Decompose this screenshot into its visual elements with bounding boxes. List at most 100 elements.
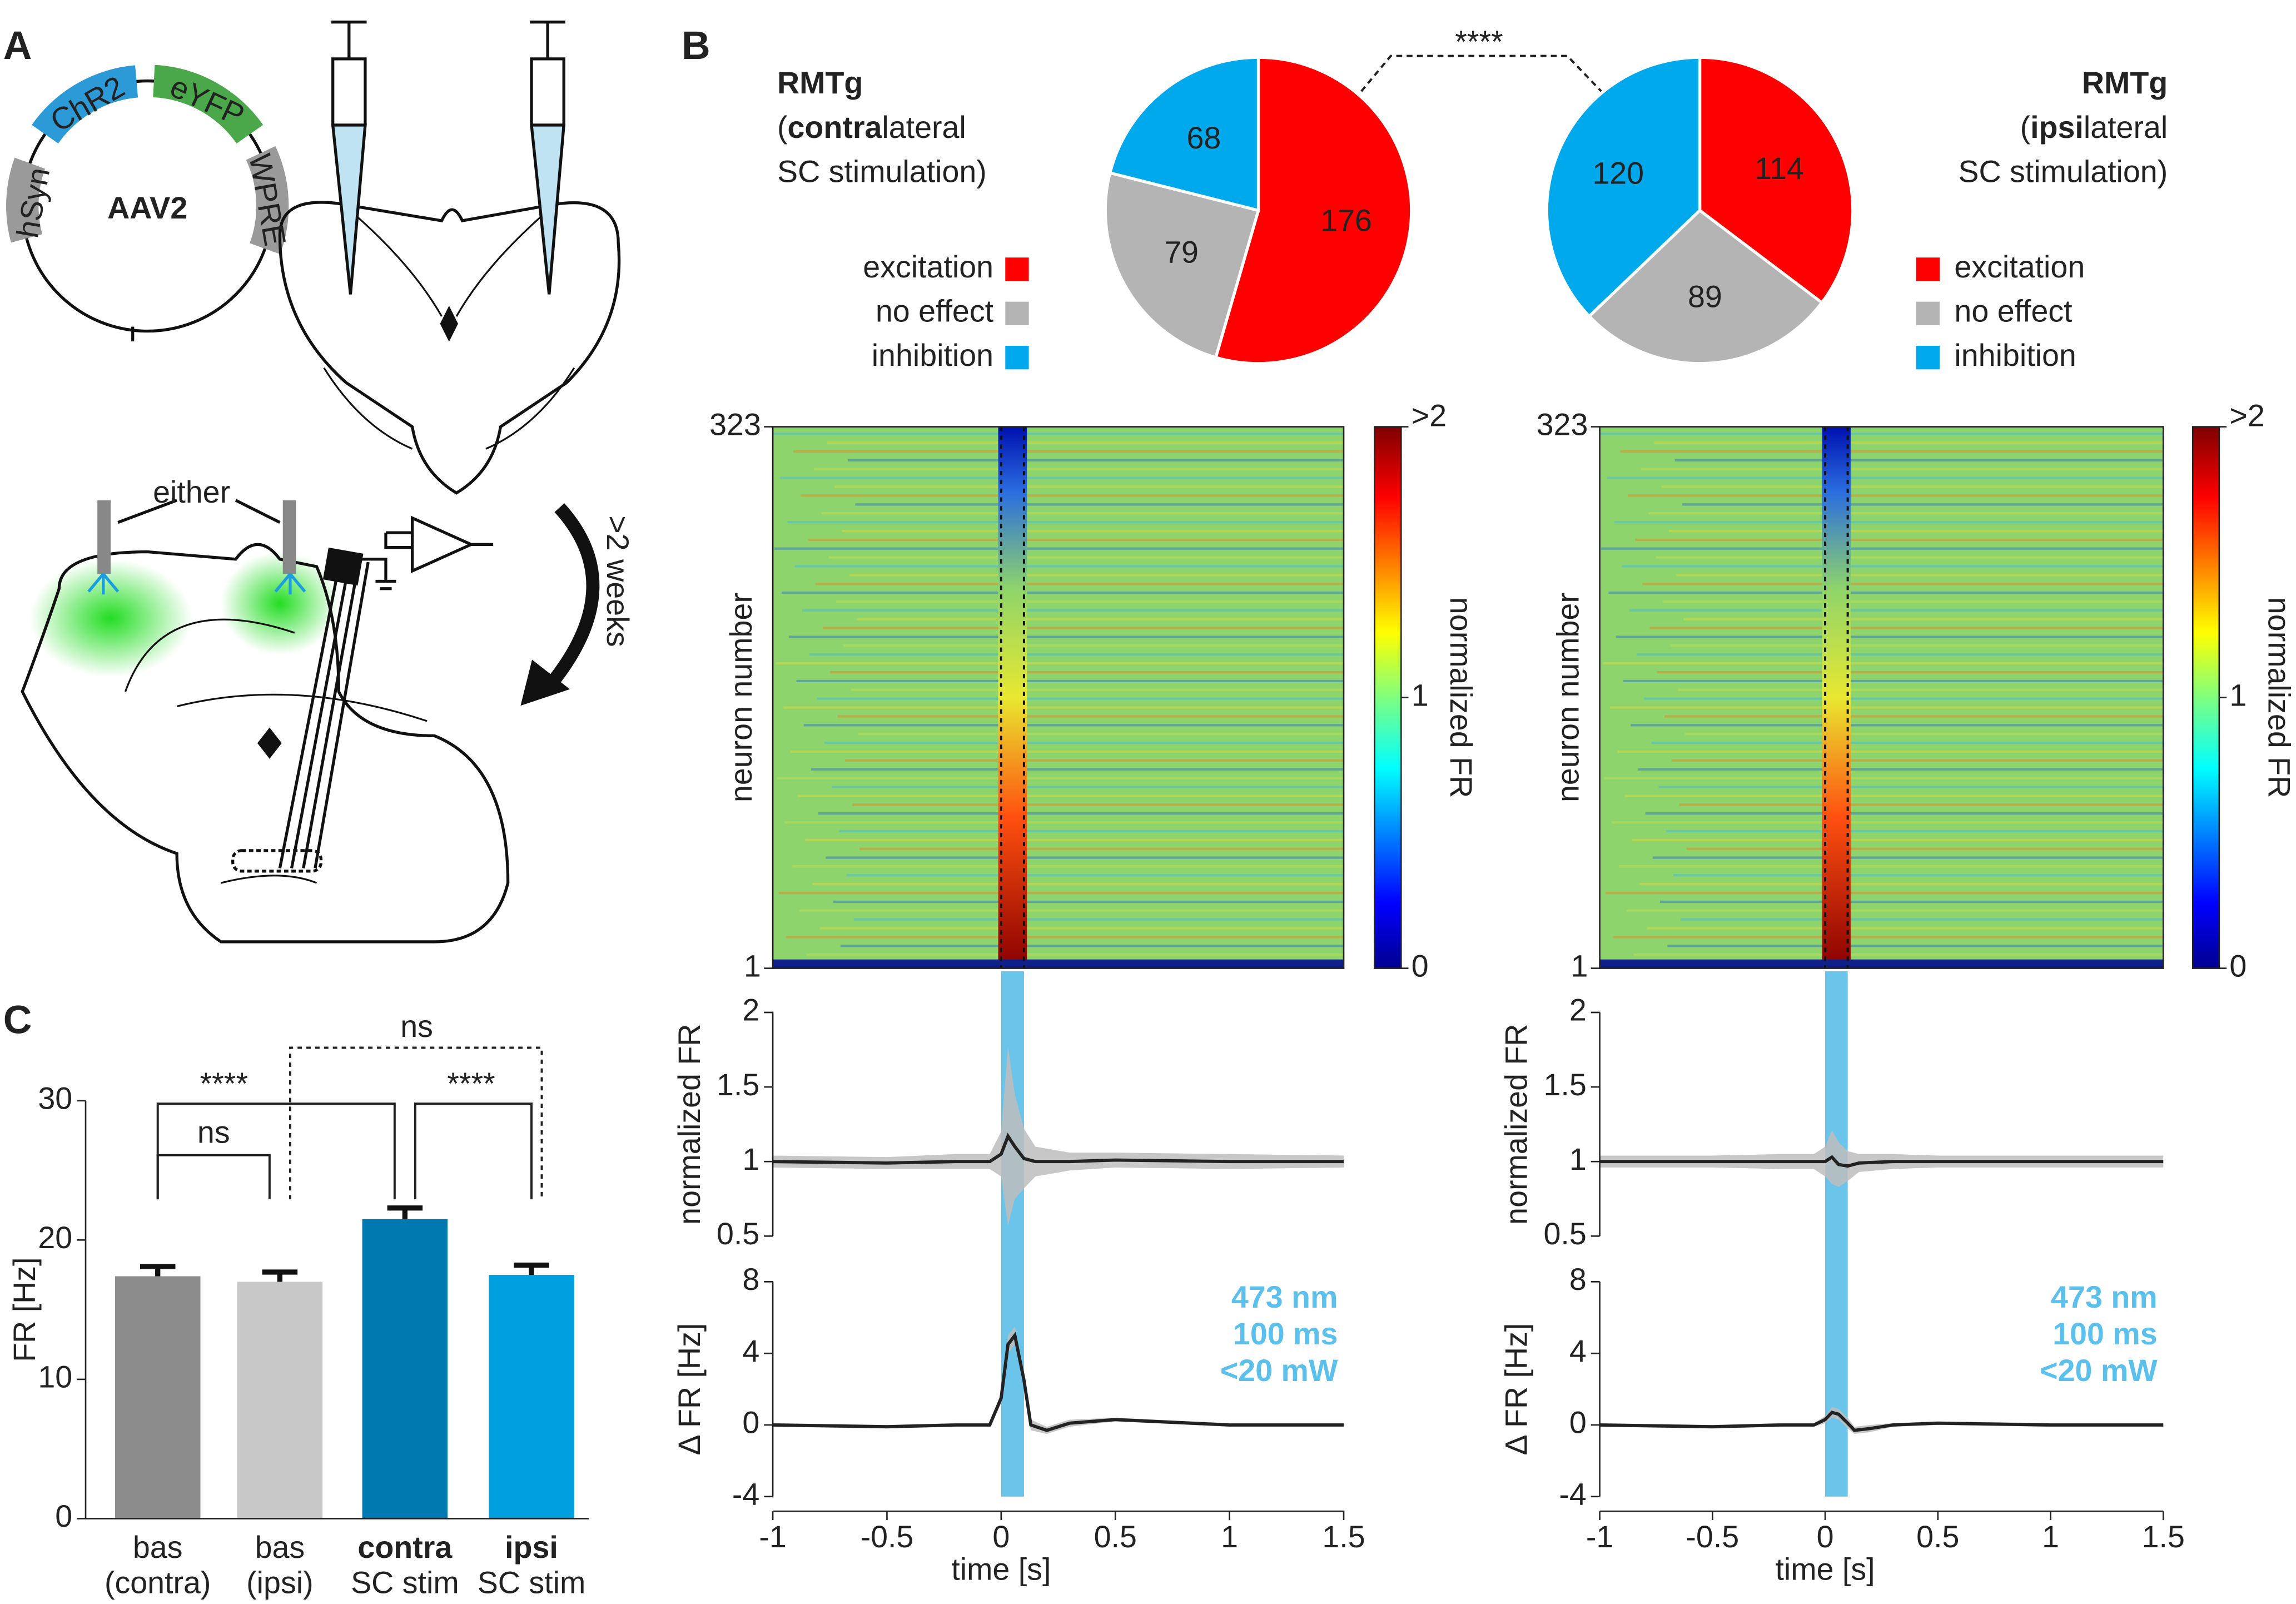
y-tick-label: 0.5 [1543,1216,1586,1251]
subtitle-part: ipsi [2030,110,2084,145]
slice-label: 89 [1688,280,1722,314]
x-tick-label: 0.5 [1094,1519,1137,1554]
y-tick-label: 0 [742,1406,759,1440]
x-tick-label: 1 [2042,1519,2059,1554]
heatmap-background [773,426,1344,969]
significance-bracket [156,1154,271,1200]
y-axis-label: normalized FR [672,1024,707,1224]
y-tick-label: 1 [742,1142,759,1176]
heatmap-frame [1599,426,2164,969]
stimulus-window [1825,971,1848,1259]
heatmap-texture [1608,592,2164,594]
either-label: either [153,475,230,509]
heatmap-texture [1610,706,2164,709]
y-tick-label: 0 [1569,1406,1587,1440]
heatmap-texture [1620,450,2164,453]
heatmap-texture [1616,635,2164,638]
colorbar-tick-label: 1 [2229,678,2247,712]
legend-swatch [1005,345,1029,370]
plasmid-label: AAV2 [107,191,187,225]
x-tick-label: -1 [1586,1519,1613,1554]
pie-slice [1104,171,1260,360]
electrode-head [322,547,364,586]
heatmap-texture [1626,909,2164,912]
significance-label: **** [200,1066,249,1101]
heatmap-texture [1668,529,2164,533]
pie-title: RMTg [2082,66,2168,100]
time-arrow [539,503,600,696]
heatmap-texture [848,459,1344,462]
heatmap-texture [1656,556,2164,559]
brain-section [21,543,510,943]
legend-swatch [1916,301,1940,325]
heatmap-texture [1631,724,2164,727]
heatmap-texture [1649,627,2164,629]
y-axis-label: FR [Hz] [7,1257,42,1362]
pie-subtitle: SC stimulation) [1958,154,2168,188]
error-bar [387,1205,423,1219]
syringe-needle [530,123,566,295]
optic-fiber [97,500,111,574]
x-tick-label: contra [357,1530,453,1565]
annotation: 473 nm [2051,1280,2158,1314]
legend-swatch [1916,345,1940,370]
heatmap-texture [814,468,1344,470]
either-arrow [117,499,281,524]
heatmap-texture [1654,441,2164,444]
legend-swatch [1005,301,1029,325]
annotation: 100 ms [1233,1317,1338,1351]
brain-slice [278,201,621,495]
heatmap-response [998,426,1027,969]
x-axis-label: time [s] [951,1552,1051,1586]
x-tick-label: (ipsi) [246,1565,313,1600]
panel-label: A [3,23,32,68]
heatmap-texture [1664,715,2164,718]
heatmap-texture [817,697,1344,700]
element-label: WPRE [242,151,292,249]
mean-line [773,1332,1344,1432]
heatmap-texture [834,485,1344,488]
heatmap-texture [826,856,1344,859]
slice-label: 120 [1592,156,1644,190]
colorbar [2191,426,2220,969]
heatmap-texture [843,644,1344,647]
colorbar-label: normalized FR [1444,597,1478,798]
significance-label: ns [197,1115,230,1149]
error-band [773,1046,1344,1226]
subtitle-part: SC stimulation) [1958,154,2168,188]
heatmap-texture [1676,574,2164,577]
heatmap-texture [1638,768,2164,771]
heatmap-texture [1645,812,2164,815]
bar [362,1219,448,1519]
subtitle-part: ( [2020,110,2031,145]
heatmap-texture [773,433,1344,435]
heatmap-texture [803,724,1344,727]
legend-label: no effect [1954,294,2073,328]
heatmap-texture [781,592,1344,594]
expression-glow [29,559,192,677]
diagram [6,21,621,943]
subtitle-part: SC stimulation) [777,154,987,188]
heatmap-texture [1599,433,2164,435]
heatmap-texture [808,538,1344,541]
legend-swatch [1005,257,1029,281]
time-arrow-head [520,659,570,706]
heatmap-texture [792,865,1344,868]
heatmap-texture [856,618,1344,620]
error-band [1599,1407,2164,1434]
pie-slice [1587,208,1824,365]
heatmap-texture [1602,662,2164,665]
colorbar-tick-label: 0 [2229,949,2247,983]
heatmap-texture [1622,565,2164,568]
syringe [530,21,565,127]
annotation: 473 nm [1231,1280,1338,1314]
heatmap-texture [1682,503,2164,506]
amplifier [359,515,494,590]
bar [489,1275,574,1519]
heatmap-bottom-row [773,959,1344,969]
bar [115,1276,201,1519]
heatmap-background [1599,426,2164,969]
heatmap-texture [844,759,1344,762]
heatmap-texture [1677,688,2164,691]
